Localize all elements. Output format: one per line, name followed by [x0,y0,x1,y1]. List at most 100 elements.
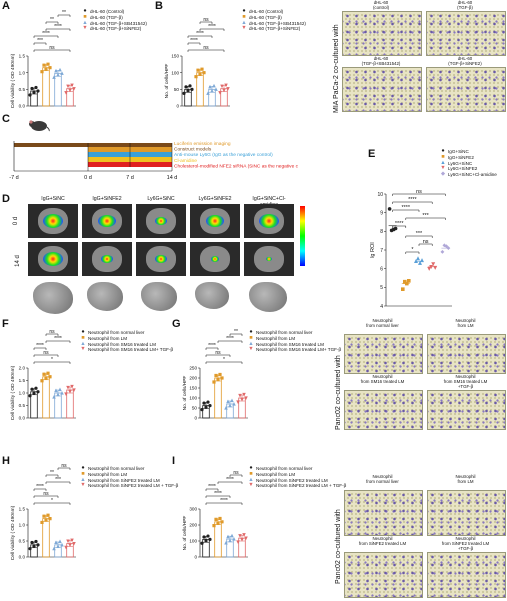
bar [42,67,50,107]
legend-marker: ▲ [248,476,254,483]
data-point [68,543,72,547]
data-point [200,407,204,412]
signal-blob [266,256,272,262]
data-point [28,394,32,398]
legend-label: Neutrophil from LM [256,471,296,477]
legend-e: ● IgG+SiNC ■ IgG+SiNFE2 ▲ Ly6G+SiNC ▼ Ly6G+SiNF… [440,148,497,178]
signal-blob [155,216,167,226]
y-tick-label: 1.5 [19,378,26,383]
legend-marker: ● [81,329,85,335]
data-point [44,376,48,380]
y-tick-label: 9 [380,210,383,216]
sig-bracket [45,340,71,343]
data-point [66,385,70,390]
legend-label: dHL-60 (TGF-β+SiNFE2) [90,26,142,32]
data-point [42,514,46,518]
sig-bracket [199,28,225,31]
sig-bracket [187,42,201,45]
timeline-tick-label: 0 d [84,175,92,181]
data-point [401,287,405,291]
legend-item: ▼ Neutrophil from SM16 treated LM+ TGF-β [248,347,341,353]
legend-label: dHL-60 (TGF-β) [90,14,123,20]
data-point [34,386,38,390]
data-point [56,544,60,548]
sig-bracket [205,502,243,505]
data-point [444,244,449,249]
y-tick-label: 2.0 [19,366,26,371]
data-point [36,543,40,547]
y-axis-label: lg ROI [370,242,376,258]
panel-label-a: A [2,0,10,12]
data-point [44,518,48,522]
data-point [244,396,248,400]
data-point [220,520,224,524]
micrograph-caption: Neutrophil from SM16 treated LM [360,374,405,385]
micrograph-caption: dHL-60 (control) [372,0,390,11]
data-point [440,249,445,254]
data-point [220,376,224,380]
micrograph-image [427,552,506,598]
bioluminescence-image [28,204,78,238]
legend-marker: ▲ [80,340,86,347]
data-point [236,540,240,544]
bar [214,377,222,419]
data-point [58,539,62,544]
data-point [387,207,392,211]
legend-item: ■ Neutrophil from LM [80,471,178,478]
data-point [212,83,216,88]
micrograph-caption: Neutrophil from normal liver [366,474,399,485]
legend-item: ▼ dHL-60 (TGF-β+SiNFE2) [241,26,306,32]
bar [66,389,74,419]
legend-label: Neutrophil from LM [88,471,128,477]
y-tick-label: 200 [189,523,197,528]
data-point [200,541,204,545]
micrograph-image [426,11,506,56]
sig-bracket [33,495,59,498]
sig-bracket [418,243,433,246]
legend-label: Neutrophil from SiNFE2 treated LM [88,477,160,483]
timeline-tick-label: 7 d [126,175,134,181]
y-axis-label: No. of cells/HPF [164,64,170,99]
sig-label: * [51,357,53,363]
legend-label: Neutrophil from SiNFE2 treated LM [256,477,328,483]
bioluminescence-image [190,204,240,238]
sig-label: **** [36,343,44,349]
legend-marker: ● [249,465,253,471]
sig-label: ns [61,463,67,469]
legend-label: IgG+SiNFE2 [448,154,474,160]
panel-label-d: D [2,193,10,205]
sig-bracket [57,14,71,17]
data-point [60,391,64,395]
sig-bracket [217,481,243,484]
signal-blob [206,214,224,228]
sig-label: ns [203,17,209,23]
sig-bracket [199,21,213,24]
data-point [28,547,32,551]
y-tick-label: 150 [171,54,179,59]
y-tick-label: 6 [380,266,383,272]
legend-label: IgG+SiNC [448,149,469,154]
data-point [226,534,230,539]
data-point [244,536,248,541]
sig-label: **** [220,498,228,504]
sig-bracket [33,502,71,505]
legend-item: ▲ Neutrophil from SiNFE2 treated LM [80,477,178,484]
legend-label: dHL-60 (TGF-β) [249,14,282,20]
sig-bracket [405,235,433,238]
micrograph-caption: dHL-60 (TGF-β+SB431542) [361,56,401,67]
data-point [32,391,36,395]
data-point [54,68,58,73]
data-point [238,393,242,398]
sig-bracket [205,495,231,498]
data-point [220,84,224,89]
sig-label: ns [43,350,49,356]
data-point [238,534,242,538]
micrograph-caption: Neutrophil from SM16 treated LM +TGF-β [443,374,488,390]
sig-label: ns [233,470,239,476]
legend-label: Neutrophil from LM [88,335,128,341]
legend-marker: ■ [242,13,246,20]
data-point [224,83,228,88]
sig-bracket [405,251,420,254]
